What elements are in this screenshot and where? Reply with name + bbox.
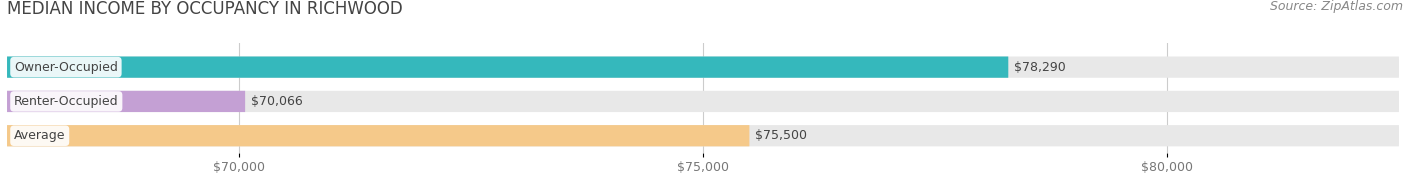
FancyBboxPatch shape <box>7 56 1008 78</box>
Text: Renter-Occupied: Renter-Occupied <box>14 95 118 108</box>
Text: Average: Average <box>14 129 66 142</box>
FancyBboxPatch shape <box>7 56 1399 78</box>
FancyBboxPatch shape <box>7 125 1399 146</box>
FancyBboxPatch shape <box>7 91 1399 112</box>
Text: MEDIAN INCOME BY OCCUPANCY IN RICHWOOD: MEDIAN INCOME BY OCCUPANCY IN RICHWOOD <box>7 0 402 18</box>
Text: $75,500: $75,500 <box>755 129 807 142</box>
Text: $70,066: $70,066 <box>250 95 302 108</box>
Text: Owner-Occupied: Owner-Occupied <box>14 61 118 74</box>
Text: Source: ZipAtlas.com: Source: ZipAtlas.com <box>1270 0 1403 13</box>
FancyBboxPatch shape <box>7 125 749 146</box>
Text: $78,290: $78,290 <box>1014 61 1066 74</box>
FancyBboxPatch shape <box>7 91 245 112</box>
